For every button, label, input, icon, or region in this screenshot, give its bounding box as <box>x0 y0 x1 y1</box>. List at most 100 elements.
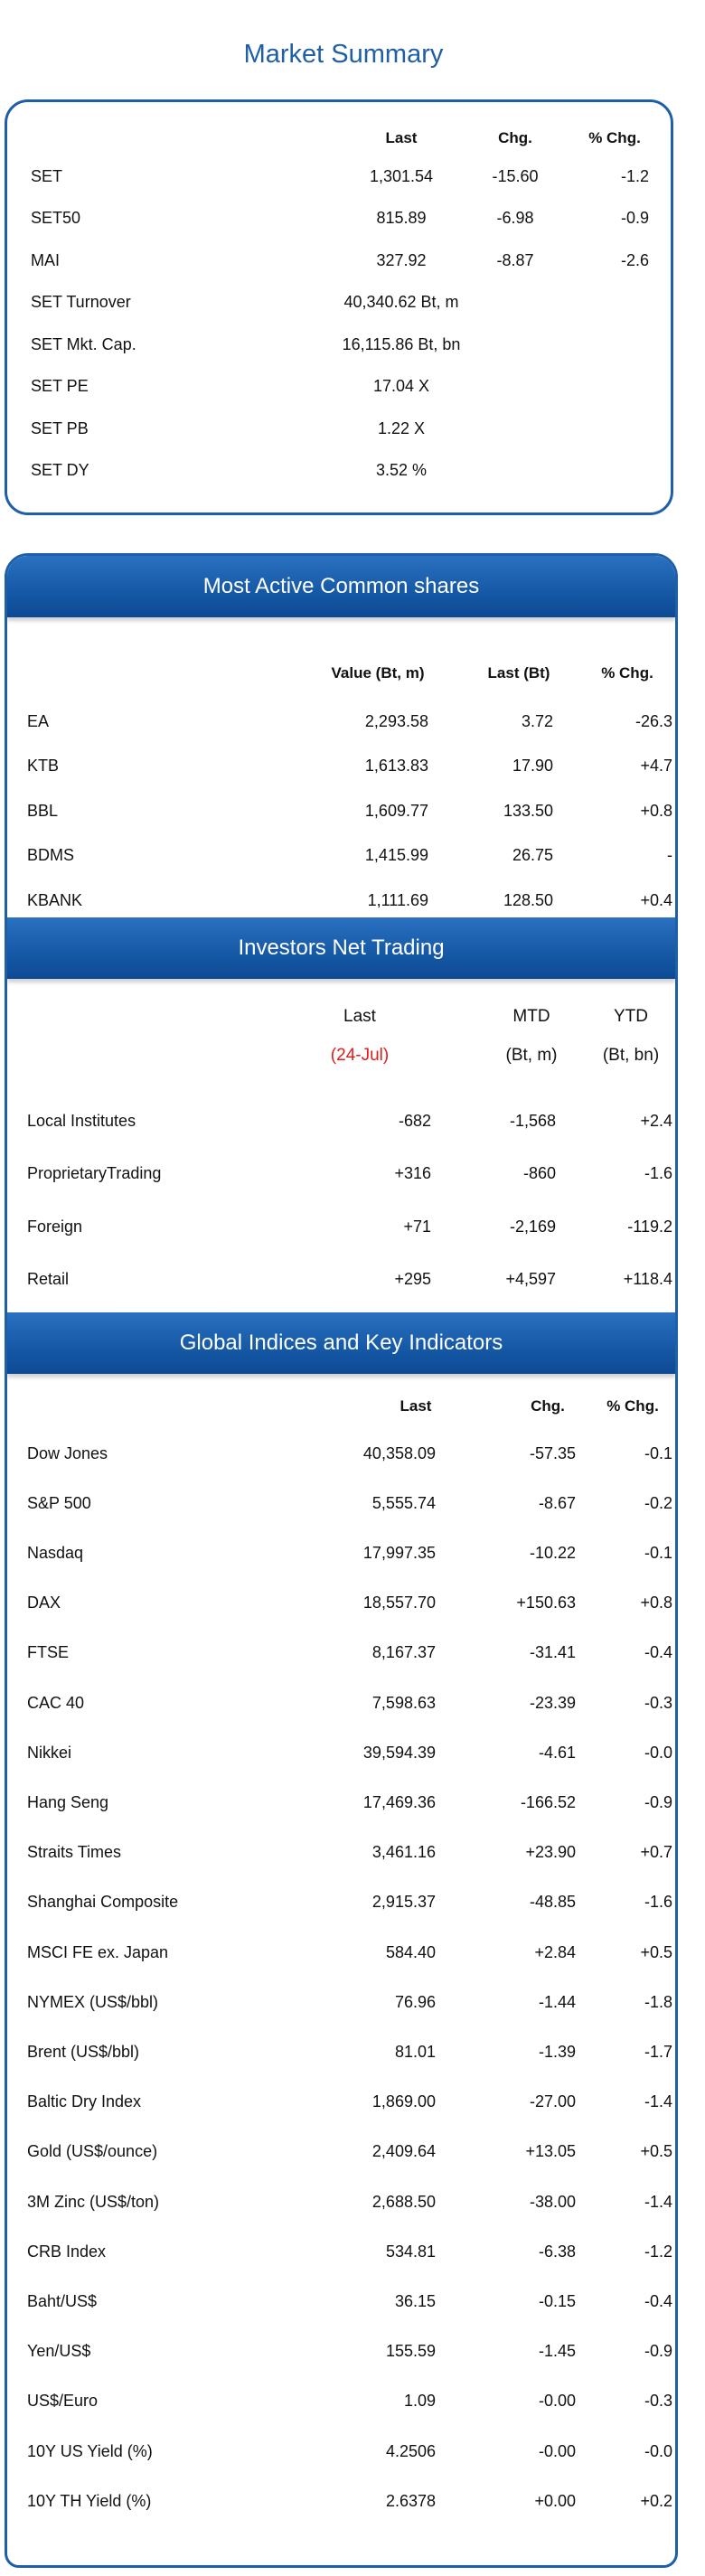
last-price: 3.72 <box>521 711 553 730</box>
indicator-name: 10Y TH Yield (%) <box>27 2491 152 2510</box>
index-name: SET Mkt. Cap. <box>31 334 136 353</box>
global-banner: Global Indices and Key Indicators <box>7 1312 675 1374</box>
indicator-name: Baht/US$ <box>27 2291 98 2310</box>
last-price: 128.50 <box>503 890 553 909</box>
mtd-value: -1,568 <box>509 1111 556 1130</box>
most-active-title: Most Active Common shares <box>202 574 480 598</box>
pct-change-value: -0.0 <box>644 2441 672 2460</box>
pct-change-value: -0.3 <box>644 2392 672 2411</box>
change-value: -38.00 <box>529 2192 576 2211</box>
global-title: Global Indices and Key Indicators <box>179 1330 503 1355</box>
investor-type: Local Institutes <box>27 1111 136 1130</box>
last-value: 1,869.00 <box>371 2092 436 2111</box>
value: 1,609.77 <box>364 801 428 820</box>
pct-change-value: +0.8 <box>640 1594 672 1612</box>
last-value: 3,461.16 <box>371 1843 436 1862</box>
header-date: (24-Jul) <box>330 1046 390 1065</box>
global-indicator-row: DAX 18,557.70 +150.63 +0.8 <box>7 1590 675 1617</box>
global-indicator-row: Nikkei 39,594.39 -4.61 -0.0 <box>7 1739 675 1766</box>
last-price: 26.75 <box>512 846 553 864</box>
global-indicator-row: Nasdaq 17,997.35 -10.22 -0.1 <box>7 1539 675 1566</box>
global-indicator-row: Yen/US$ 155.59 -1.45 -0.9 <box>7 2338 675 2365</box>
value: 1,111.69 <box>367 890 428 909</box>
market-summary-row: SET DY 3.52 % <box>7 457 676 484</box>
pct-change-value: +0.7 <box>640 1843 672 1862</box>
global-indicator-row: Straits Times 3,461.16 +23.90 +0.7 <box>7 1839 675 1866</box>
mtd-value: -2,169 <box>509 1217 556 1236</box>
investor-row: Retail +295 +4,597 +118.4 <box>7 1266 675 1293</box>
ytd-value: -119.2 <box>627 1217 672 1236</box>
change-value: -0.00 <box>538 2392 576 2411</box>
most-active-header-row: Value (Bt, m) Last (Bt) % Chg. <box>7 660 675 687</box>
global-indicator-row: Baht/US$ 36.15 -0.15 -0.4 <box>7 2288 675 2315</box>
investors-title: Investors Net Trading <box>238 935 445 960</box>
last-value: +316 <box>394 1164 431 1182</box>
change-value: -1.44 <box>538 1992 576 2011</box>
last-value: 584.40 <box>385 1942 436 1961</box>
indicator-name: 3M Zinc (US$/ton) <box>27 2192 160 2211</box>
market-data-panel: Most Active Common shares Value (Bt, m) … <box>5 553 678 2568</box>
pct-change-value: -0.9 <box>644 1792 672 1811</box>
last-value: 1.22 X <box>377 418 426 437</box>
last-value: 18,557.70 <box>362 1594 436 1612</box>
indicator-name: S&P 500 <box>27 1493 91 1512</box>
pct-change-value: +0.2 <box>640 2491 672 2510</box>
global-indicator-row: Dow Jones 40,358.09 -57.35 -0.1 <box>7 1440 675 1467</box>
last-value: 3.52 % <box>375 461 428 479</box>
indicator-name: Brent (US$/bbl) <box>27 2042 140 2061</box>
last-value: 2,688.50 <box>371 2192 436 2211</box>
last-value: 39,594.39 <box>362 1743 436 1762</box>
header-pct-chg: % Chg. <box>606 1397 659 1415</box>
market-summary-row: MAI 327.92 -8.87 -2.6 <box>7 247 676 274</box>
pct-change-value: +4.7 <box>640 757 672 775</box>
header-last: Last <box>400 1397 432 1415</box>
change-value: -48.85 <box>529 1893 576 1912</box>
pct-change-value: -1.2 <box>644 2242 672 2261</box>
ytd-value: -1.6 <box>644 1164 672 1182</box>
stock-symbol: KBANK <box>27 890 83 909</box>
most-active-row: KBANK 1,111.69 128.50 +0.4 <box>7 887 675 914</box>
change-value: +2.84 <box>534 1942 576 1961</box>
market-summary-row: SET PE 17.04 X <box>7 373 676 400</box>
indicator-name: 10Y US Yield (%) <box>27 2441 153 2460</box>
last-value: 1,301.54 <box>369 166 434 185</box>
indicator-name: Yen/US$ <box>27 2342 91 2361</box>
last-value: 16,115.86 Bt, bn <box>342 334 461 353</box>
last-value: 40,340.62 Bt, m <box>343 293 459 311</box>
pct-change-value: -0.4 <box>644 1643 672 1662</box>
global-indicator-row: FTSE 8,167.37 -31.41 -0.4 <box>7 1640 675 1667</box>
last-value: 155.59 <box>385 2342 436 2361</box>
last-value: 17,997.35 <box>362 1543 436 1562</box>
last-price: 133.50 <box>503 801 553 820</box>
pct-change-value: -2.6 <box>620 250 649 269</box>
pct-change-value: -0.9 <box>644 2342 672 2361</box>
indicator-name: Dow Jones <box>27 1443 108 1462</box>
header-last: Last <box>343 1007 376 1026</box>
pct-change-value: -1.6 <box>644 1893 672 1912</box>
global-header-row: Last Chg. % Chg. <box>7 1393 675 1420</box>
header-ytd: YTD <box>614 1007 648 1026</box>
global-indicator-row: Brent (US$/bbl) 81.01 -1.39 -1.7 <box>7 2038 675 2065</box>
header-chg: Chg. <box>531 1397 565 1415</box>
global-indicator-row: CAC 40 7,598.63 -23.39 -0.3 <box>7 1689 675 1716</box>
last-price: 17.90 <box>512 757 553 775</box>
value: 1,415.99 <box>364 846 428 864</box>
global-indicator-row: MSCI FE ex. Japan 584.40 +2.84 +0.5 <box>7 1939 675 1966</box>
last-value: 17.04 X <box>372 377 430 395</box>
last-value: 8,167.37 <box>371 1643 436 1662</box>
pct-change-value: +0.4 <box>640 890 672 909</box>
investor-type: Foreign <box>27 1217 83 1236</box>
change-value: -1.39 <box>538 2042 576 2061</box>
indicator-name: Shanghai Composite <box>27 1893 179 1912</box>
change-value: -4.61 <box>538 1743 576 1762</box>
header-last-bt: Last (Bt) <box>487 664 550 682</box>
last-value: +295 <box>394 1270 431 1288</box>
global-indicator-row: Hang Seng 17,469.36 -166.52 -0.9 <box>7 1789 675 1816</box>
change-value: -15.60 <box>492 166 539 185</box>
last-value: 40,358.09 <box>362 1443 436 1462</box>
stock-symbol: BDMS <box>27 846 75 864</box>
indicator-name: Nikkei <box>27 1743 72 1762</box>
last-value: 5,555.74 <box>371 1493 436 1512</box>
change-value: -0.15 <box>538 2291 576 2310</box>
pct-change-value: -0.3 <box>644 1693 672 1712</box>
